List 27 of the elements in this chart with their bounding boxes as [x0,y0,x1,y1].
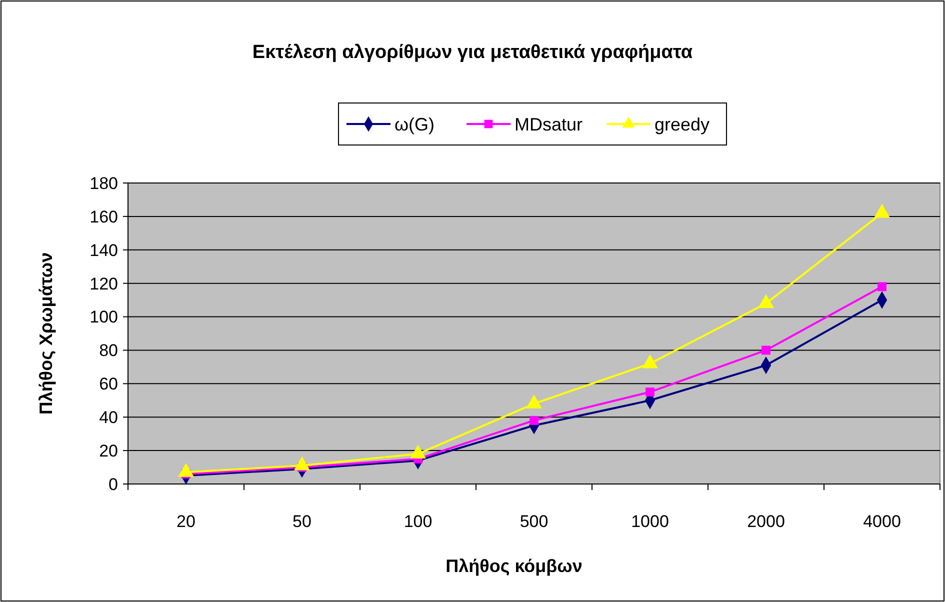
y-tick-label: 140 [90,240,118,260]
y-tick-label: 180 [90,174,118,193]
point [646,388,654,396]
point [530,416,538,425]
point [878,282,886,292]
chart-title: Εκτέλεση αλγορίθμων για μεταθετικά γραφήματα [252,42,693,63]
x-tick-label: 500 [520,512,548,531]
x-tick-label: 2000 [747,512,785,531]
y-tick-label: 160 [90,207,118,226]
x-tick-label: 4000 [863,512,901,531]
y-tick-label: 60 [99,374,118,394]
x-tick-label: 100 [404,512,432,531]
y-tick-label: 20 [99,442,118,461]
point [762,346,770,355]
y-tick-label: 120 [90,274,118,294]
y-tick-label: 0 [108,474,118,494]
y-tick-label: 40 [99,408,118,428]
legend-label: MDsatur [514,114,583,134]
x-tick-label: 1000 [631,512,669,531]
x-axis-title: Πλήθος κόμβων [446,556,582,576]
legend-label: greedy [654,114,710,134]
legend-label: ω(G) [394,114,435,134]
y-tick-label: 80 [99,341,118,360]
x-tick-label: 20 [176,512,196,531]
y-axis-title: Πλήθος Χρωμάτων [36,252,56,415]
y-tick-label: 100 [90,308,118,327]
x-tick-label: 50 [292,512,312,531]
